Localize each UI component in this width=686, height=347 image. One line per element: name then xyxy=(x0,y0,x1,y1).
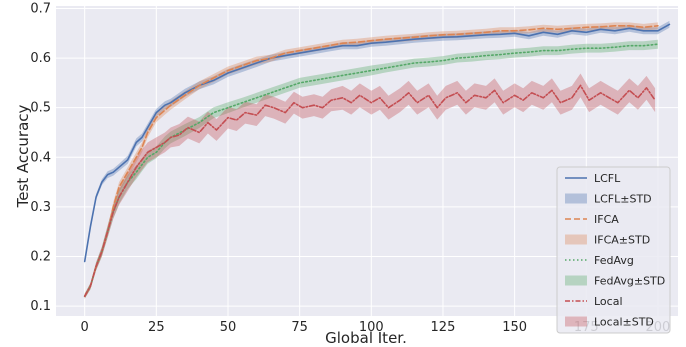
y-tick-label: 0.3 xyxy=(30,200,51,215)
y-tick-label: 0.7 xyxy=(30,1,51,16)
std-bands xyxy=(84,20,670,299)
y-tick-label: 0.4 xyxy=(30,150,51,165)
std-band xyxy=(84,39,658,299)
legend-entry-label: IFCA±STD xyxy=(594,234,650,247)
x-axis-label: Global Iter. xyxy=(325,329,407,347)
legend-box xyxy=(556,166,671,334)
legend-entry-label: Local±STD xyxy=(594,316,654,329)
x-tick-label: 150 xyxy=(502,320,527,335)
series-line xyxy=(83,24,659,298)
x-tick-label: 125 xyxy=(431,320,456,335)
series-line xyxy=(83,23,671,263)
legend-entry-label: FedAvg xyxy=(594,254,634,267)
x-tick-label: 25 xyxy=(148,320,165,335)
legend-band-marker xyxy=(565,193,587,204)
series-line xyxy=(83,84,656,298)
legend-band-marker xyxy=(565,234,587,245)
y-ticks: 0.1 0.2 0.3 0.4 0.5 0.6 0.7 xyxy=(30,1,51,314)
legend-entry-label: LCFL xyxy=(594,172,621,185)
y-tick-label: 0.6 xyxy=(30,51,51,66)
y-axis-label: Test Accuracy xyxy=(14,104,32,208)
series-line xyxy=(83,43,659,298)
x-tick-label: 0 xyxy=(81,320,89,335)
std-band xyxy=(84,73,656,299)
legend-entry-label: LCFL±STD xyxy=(594,193,652,206)
series-lines xyxy=(83,23,671,298)
x-tick-label: 50 xyxy=(220,320,237,335)
legend-band-marker xyxy=(565,275,587,286)
legend-band-marker xyxy=(565,316,587,327)
x-tick-label: 75 xyxy=(291,320,308,335)
legend-entry-label: FedAvg±STD xyxy=(594,275,665,288)
y-tick-label: 0.1 xyxy=(30,299,51,314)
y-tick-label: 0.2 xyxy=(30,249,51,264)
y-tick-label: 0.5 xyxy=(30,101,51,116)
legend: LCFL LCFL±STD IFCA IFCA±STD FedAvg FedAvg±STD… xyxy=(556,166,671,334)
legend-entry-label: Local xyxy=(594,295,623,308)
legend-entry-label: IFCA xyxy=(594,213,619,226)
x-tick-label: 100 xyxy=(359,320,384,335)
